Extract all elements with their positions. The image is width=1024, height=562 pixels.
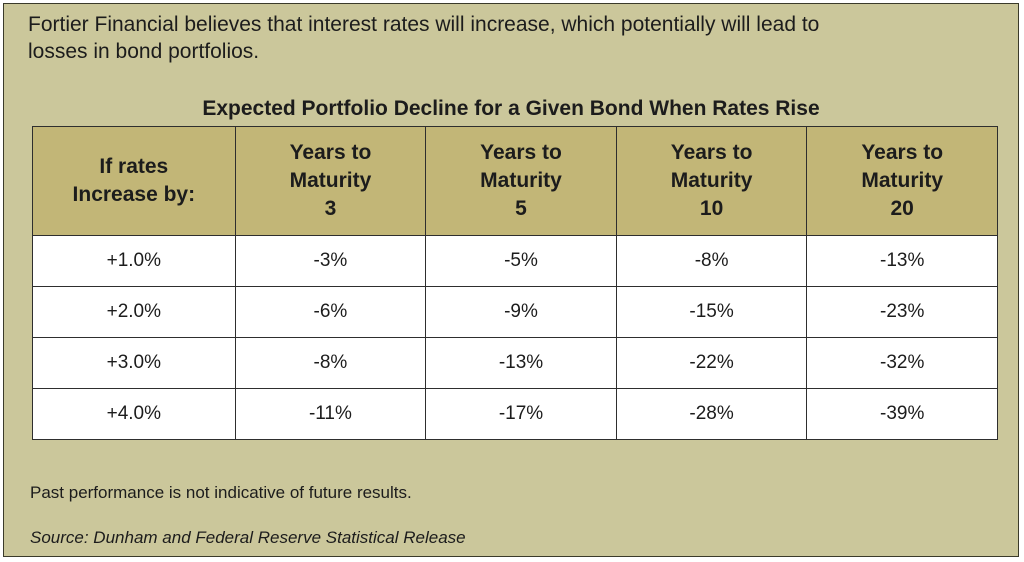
table-title: Expected Portfolio Decline for a Given B… [202,97,820,120]
chart-panel: Fortier Financial believes that interest… [3,3,1019,557]
header-maturity-5: Years to Maturity 5 [425,126,617,236]
source-note: Source: Dunham and Federal Reserve Stati… [30,528,466,547]
decline-cell: -17% [425,388,617,440]
header-line: Maturity [670,169,753,192]
table-row: +4.0% -11% -17% -28% -39% [32,388,998,440]
rate-increase-cell: +1.0% [32,235,236,287]
header-line: Maturity [861,169,944,192]
intro-line-1: Fortier Financial believes that interest… [28,13,820,36]
intro-line-2: losses in bond portfolios. [28,40,260,63]
decline-cell: -9% [425,286,617,338]
header-line: If rates [99,155,169,178]
header-line: 10 [699,197,724,220]
header-line: Maturity [289,169,372,192]
decline-cell: -15% [615,286,808,338]
decline-cell: -3% [234,235,427,287]
decline-cell: -22% [615,337,808,389]
decline-cell: -8% [234,337,427,389]
header-row: If rates Increase by: Years to Maturity 3 Yea… [32,126,998,236]
decline-cell: -23% [806,286,998,338]
table-body: +1.0% -3% -5% -8% -13% +2.0% -6% -9% -15% -23% +3.… [32,235,998,440]
header-line: Years to [861,141,944,164]
table-row: +3.0% -8% -13% -22% -32% [32,337,998,389]
header-line: Maturity [480,169,562,192]
intro-text: Fortier Financial believes that interest… [28,11,988,65]
decline-cell: -39% [806,388,998,440]
table-row: +1.0% -3% -5% -8% -13% [32,235,998,287]
decline-cell: -13% [806,235,998,287]
header-line: 20 [890,197,914,220]
decline-cell: -32% [806,337,998,389]
decline-cell: -5% [425,235,617,287]
header-line: Increase by: [72,183,196,206]
table-row: +2.0% -6% -9% -15% -23% [32,286,998,338]
decline-cell: -13% [425,337,617,389]
rate-increase-cell: +2.0% [32,286,236,338]
header-line: Years to [670,141,753,164]
header-maturity-3: Years to Maturity 3 [234,126,427,236]
header-maturity-20: Years to Maturity 20 [806,126,998,236]
header-maturity-10: Years to Maturity 10 [615,126,808,236]
rate-increase-cell: +3.0% [32,337,236,389]
header-line: Years to [480,141,562,164]
header-line: Years to [289,141,372,164]
decline-cell: -6% [234,286,427,338]
decline-cell: -8% [615,235,808,287]
decline-cell: -11% [234,388,427,440]
decline-cell: -28% [615,388,808,440]
header-line: 3 [324,197,337,220]
header-rate-increase: If rates Increase by: [32,126,236,236]
portfolio-decline-table: If rates Increase by: Years to Maturity 3 Yea… [32,126,998,440]
disclaimer-note: Past performance is not indicative of fu… [30,483,412,502]
rate-increase-cell: +4.0% [32,388,236,440]
header-line: 5 [515,197,527,220]
